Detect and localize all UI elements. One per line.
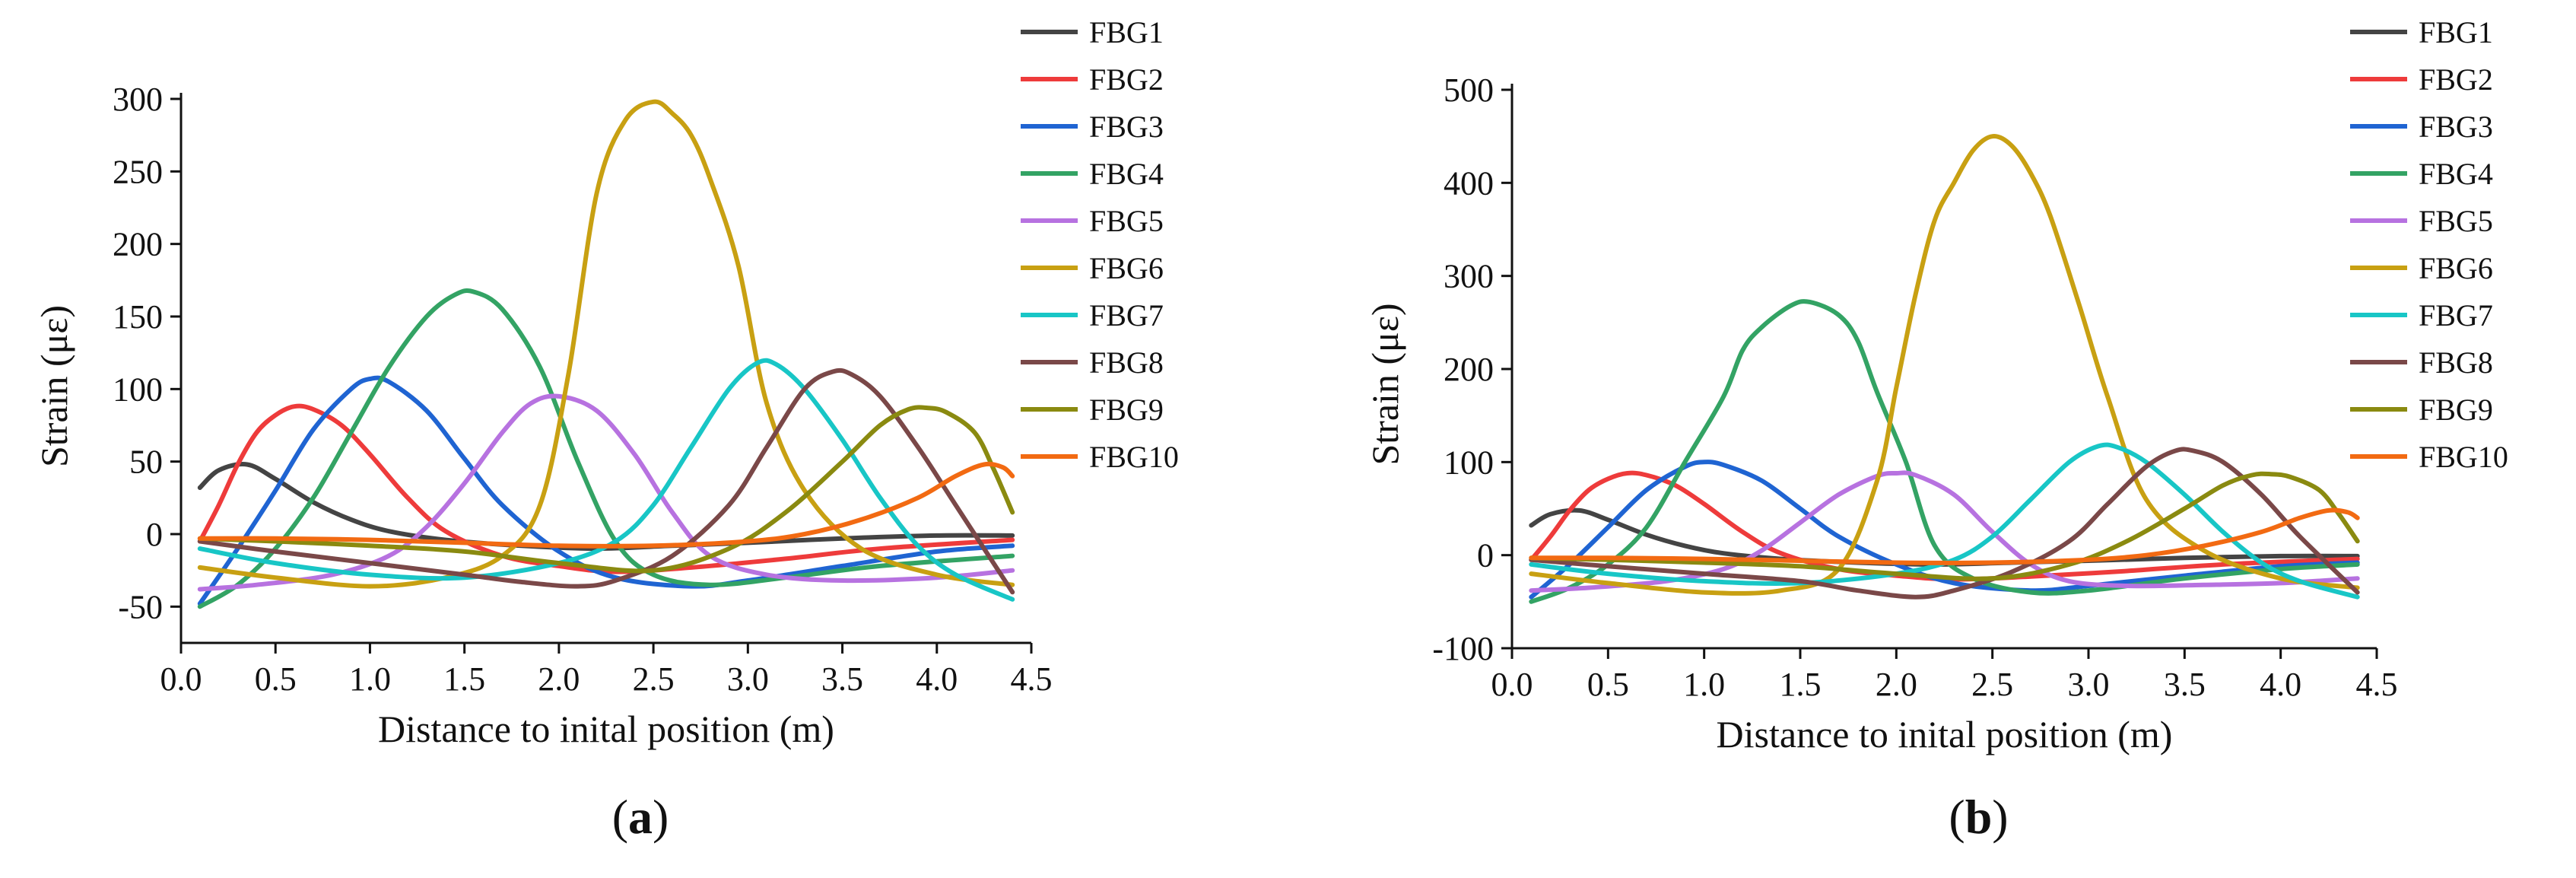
figure: 300250200150100500-500.0 0.5 1.0 1.5 2.0 2.5 3…: [0, 0, 2576, 878]
legend-label-fbg6: FBG6: [2419, 251, 2493, 285]
legend-label-fbg6: FBG6: [1089, 251, 1164, 285]
y-tick-label: 200: [1444, 351, 1494, 388]
x-tick-label: 4.5: [2356, 666, 2398, 703]
y-tick-label: 150: [113, 298, 163, 336]
x-tick-label: 2.5: [1971, 666, 2013, 703]
legend-label-fbg9: FBG9: [1089, 393, 1164, 427]
legend-label-fbg7: FBG7: [1089, 298, 1164, 332]
legend: FBG1 FBG2 FBG3 FBG4 FBG5 FBG6 FBG7 FBG8 FBG9 FBG1…: [2350, 15, 2508, 474]
y-tick-label: 0: [1477, 537, 1494, 574]
x-tick-label: 3.0: [2068, 666, 2110, 703]
legend: FBG1 FBG2 FBG3 FBG4 FBG5 FBG6 FBG7 FBG8 FBG9 FBG1…: [1021, 15, 1179, 474]
y-tick-label: 100: [113, 371, 163, 408]
y-tick-label: 50: [129, 444, 163, 481]
legend-label-fbg7: FBG7: [2419, 298, 2493, 332]
y-tick-label: 300: [113, 81, 163, 118]
legend-label-fbg4: FBG4: [1089, 157, 1164, 191]
x-tick-label: 3.0: [727, 660, 769, 698]
legend-label-fbg3: FBG3: [1089, 110, 1164, 144]
legend-label-fbg3: FBG3: [2419, 110, 2493, 144]
y-tick-label: 0: [146, 516, 163, 553]
legend-label-fbg5: FBG5: [1089, 204, 1164, 238]
x-tick-label: 0.5: [1587, 666, 1629, 703]
x-tick-label: 0.0: [160, 660, 202, 698]
legend-label-fbg2: FBG2: [1089, 62, 1164, 97]
legend-label-fbg4: FBG4: [2419, 157, 2493, 191]
x-tick-label: 2.0: [538, 660, 580, 698]
series-line-fbg6: [1531, 136, 2357, 593]
y-tick-label: 200: [113, 226, 163, 263]
legend-label-fbg10: FBG10: [2419, 440, 2508, 474]
legend-label-fbg10: FBG10: [1089, 440, 1179, 474]
y-tick-label: 300: [1444, 258, 1494, 295]
y-tick-label: 500: [1444, 72, 1494, 109]
y-tick-label: 250: [113, 153, 163, 190]
y-tick-label: 100: [1444, 444, 1494, 481]
series-line-fbg1: [200, 464, 1012, 549]
x-tick-label: 2.0: [1876, 666, 1917, 703]
x-tick-label: 1.0: [349, 660, 391, 698]
x-tick-label: 1.0: [1683, 666, 1725, 703]
y-axis-label: Strain (με): [33, 305, 75, 467]
y-tick-label: 400: [1444, 164, 1494, 202]
legend-label-fbg8: FBG8: [1089, 345, 1164, 380]
x-tick-label: 1.5: [443, 660, 485, 698]
x-tick-label: 4.5: [1011, 660, 1053, 698]
y-tick-label: -50: [118, 588, 163, 625]
x-tick-label: 0.0: [1491, 666, 1533, 703]
legend-label-fbg8: FBG8: [2419, 345, 2493, 380]
panel-caption: (b): [1949, 790, 2008, 844]
y-tick-label: -100: [1432, 630, 1494, 667]
legend-label-fbg1: FBG1: [1089, 15, 1164, 49]
panel-caption: (a): [612, 790, 669, 844]
legend-label-fbg1: FBG1: [2419, 15, 2493, 49]
x-tick-label: 0.5: [255, 660, 297, 698]
x-axis-label: Distance to inital position (m): [1717, 713, 2173, 756]
x-tick-label: 2.5: [633, 660, 675, 698]
legend-label-fbg2: FBG2: [2419, 62, 2493, 97]
x-tick-label: 3.5: [2164, 666, 2206, 703]
y-axis-label: Strain (με): [1364, 303, 1406, 465]
x-tick-label: 3.5: [821, 660, 863, 698]
x-tick-label: 1.5: [1780, 666, 1822, 703]
chart-panel-a: 300 250 200 150 100 50 0 -50 0.0 0.5 1.0 1.5 2.0 2.5 3…: [33, 15, 1179, 844]
legend-label-fbg5: FBG5: [2419, 204, 2493, 238]
legend-label-fbg9: FBG9: [2419, 393, 2493, 427]
x-tick-label: 4.0: [916, 660, 958, 698]
x-axis-label: Distance to inital position (m): [378, 708, 834, 750]
x-tick-label: 4.0: [2260, 666, 2301, 703]
